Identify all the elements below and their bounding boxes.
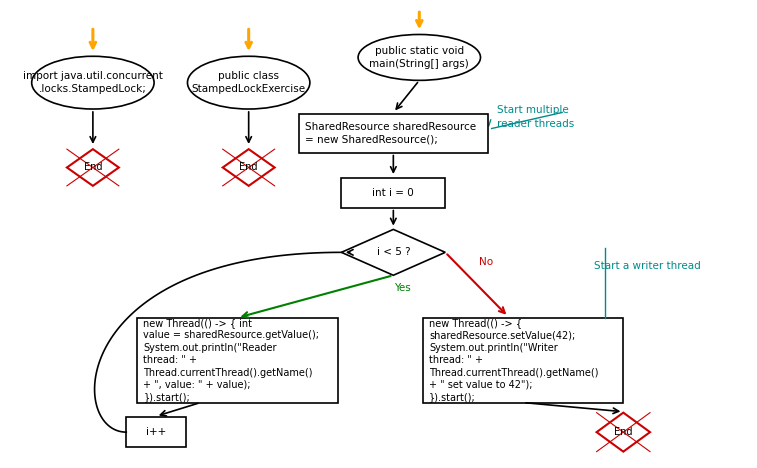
Polygon shape bbox=[223, 149, 275, 186]
Text: No: No bbox=[479, 256, 493, 266]
Polygon shape bbox=[597, 413, 650, 452]
Text: new Thread(() -> { int
value = sharedResource.getValue();
System.out.println("Re: new Thread(() -> { int value = sharedRes… bbox=[143, 318, 319, 402]
Text: int i = 0: int i = 0 bbox=[372, 188, 414, 197]
Polygon shape bbox=[67, 149, 119, 186]
Ellipse shape bbox=[32, 56, 154, 109]
Text: i < 5 ?: i < 5 ? bbox=[376, 248, 410, 257]
Bar bbox=[137, 318, 338, 402]
Bar bbox=[341, 178, 445, 208]
Text: public static void
main(String[] args): public static void main(String[] args) bbox=[369, 46, 469, 69]
Text: Yes: Yes bbox=[394, 283, 410, 293]
Ellipse shape bbox=[358, 35, 481, 80]
Text: SharedResource sharedResource
= new SharedResource();: SharedResource sharedResource = new Shar… bbox=[304, 122, 476, 144]
Text: End: End bbox=[83, 162, 102, 173]
Text: Start multiple
reader threads: Start multiple reader threads bbox=[497, 105, 575, 129]
Ellipse shape bbox=[188, 56, 310, 109]
Text: End: End bbox=[239, 162, 258, 173]
Text: public class
StampedLockExercise: public class StampedLockExercise bbox=[192, 72, 306, 94]
Text: import java.util.concurrent
.locks.StampedLock;: import java.util.concurrent .locks.Stamp… bbox=[23, 72, 163, 94]
Bar bbox=[299, 114, 488, 153]
Bar bbox=[423, 318, 623, 402]
Bar bbox=[126, 417, 185, 447]
Text: Start a writer thread: Start a writer thread bbox=[593, 261, 700, 271]
Text: i++: i++ bbox=[146, 427, 166, 437]
Text: End: End bbox=[614, 427, 633, 437]
Polygon shape bbox=[341, 229, 445, 275]
Text: new Thread(() -> {
sharedResource.setValue(42);
System.out.println("Writer
threa: new Thread(() -> { sharedResource.setVal… bbox=[429, 318, 599, 402]
